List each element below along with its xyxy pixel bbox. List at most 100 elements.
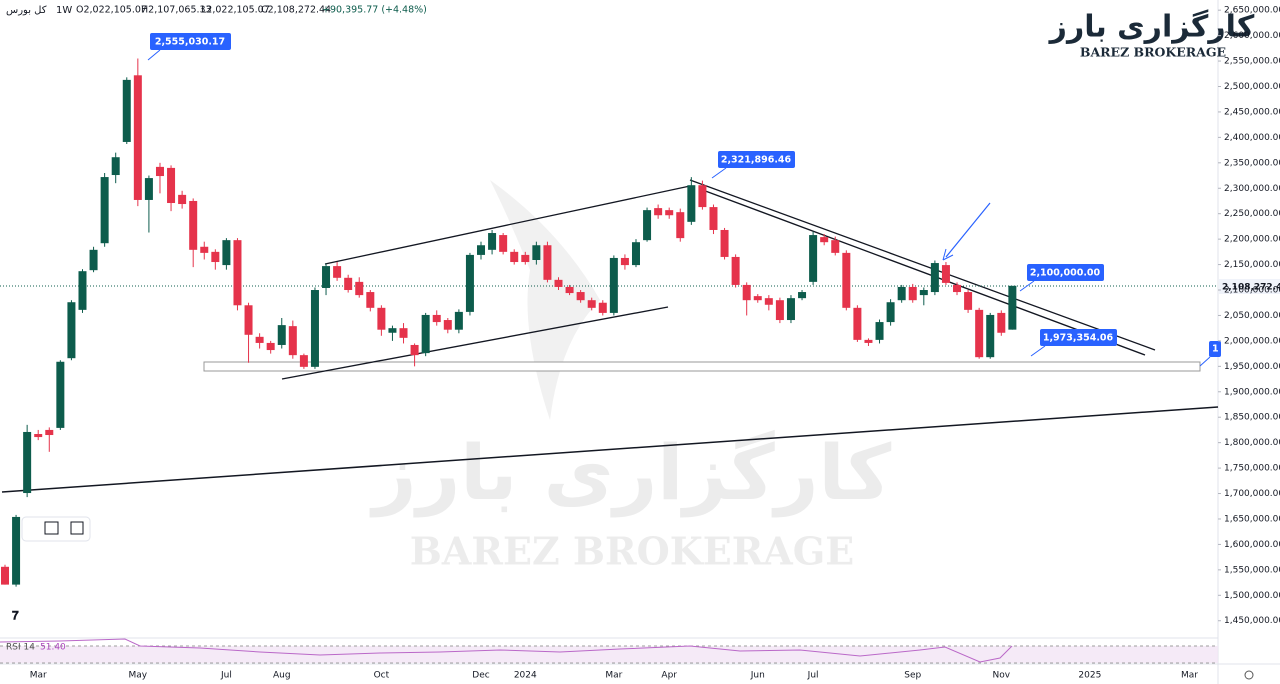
candle-body [786, 298, 795, 321]
candle-body [809, 235, 818, 282]
candle-body [477, 245, 486, 255]
price-label-box [1219, 279, 1280, 294]
candle-body [189, 200, 198, 250]
y-tick-label: 2,650,000.00 [1224, 6, 1280, 16]
candle-body [842, 252, 851, 308]
annotation: 1 [1212, 344, 1219, 355]
candle-body [908, 286, 917, 301]
candle-body [255, 336, 264, 343]
candle-body [897, 286, 906, 301]
candle-body [144, 178, 153, 200]
x-tick-label: Oct [374, 671, 390, 681]
candle-body [709, 207, 718, 230]
candle-body [454, 311, 463, 330]
candle-body [465, 254, 474, 312]
x-tick-label: Sep [904, 671, 921, 681]
candle-body [919, 290, 928, 296]
candle-body [532, 245, 541, 260]
rect-tool[interactable] [70, 521, 84, 535]
candle-body [720, 229, 729, 257]
candle-body [886, 302, 895, 323]
annotation-pointer [711, 167, 727, 179]
candle-body [366, 292, 375, 308]
candle-body [211, 251, 220, 263]
candle-body [89, 249, 98, 271]
channel-upper [324, 185, 691, 265]
annotation-pointer [147, 49, 161, 61]
settings-icon[interactable] [1244, 670, 1254, 680]
annotation-pointer [1199, 356, 1211, 367]
rsi-line [0, 638, 1013, 663]
annotation-box [718, 151, 795, 168]
ohlc: C2,108,272.44 [261, 5, 331, 16]
y-tick-label: 1,450,000.00 [1224, 616, 1280, 626]
candle-body [178, 194, 187, 205]
candle-body [742, 284, 751, 301]
watermark-latin: BAREZ BROKERAGE [410, 529, 854, 574]
candle-body [864, 339, 873, 343]
candle-body [831, 240, 840, 253]
candle-body [665, 210, 674, 216]
candle-body [631, 242, 640, 266]
x-tick-label: Mar [30, 671, 47, 681]
x-tick-label: Apr [661, 671, 677, 681]
candle-body [67, 302, 76, 359]
candle-body [543, 245, 552, 280]
candle-body [576, 292, 585, 301]
y-tick-label: 1,950,000.00 [1224, 362, 1280, 372]
candle-body [222, 240, 231, 266]
x-tick-label: Dec [472, 671, 489, 681]
y-tick-label: 2,050,000.00 [1224, 311, 1280, 321]
candle-body [620, 257, 629, 266]
candle-body [587, 300, 596, 308]
candle-body [953, 284, 962, 293]
candle-body [1, 566, 9, 585]
x-tick-label: Mar [1181, 671, 1198, 681]
y-tick-label: 2,200,000.00 [1224, 235, 1280, 245]
candle-body [499, 235, 508, 252]
note-tool[interactable] [44, 521, 59, 535]
y-tick-label: 2,250,000.00 [1224, 209, 1280, 219]
y-tick-label: 1,800,000.00 [1224, 438, 1280, 448]
x-tick-label: Mar [605, 671, 622, 681]
tv-logo: 𝟕 [12, 609, 19, 623]
candle-body [155, 166, 164, 177]
candle-body [233, 240, 242, 306]
candle-body [377, 307, 386, 330]
annotation-pointer [1030, 345, 1046, 357]
candle-body [111, 157, 120, 176]
candle-body [133, 75, 142, 200]
candle-body [310, 290, 319, 367]
candle-body [687, 185, 696, 222]
candle-body [288, 326, 297, 356]
candle-body [941, 265, 950, 283]
y-tick-label: 2,400,000.00 [1224, 133, 1280, 143]
y-tick-label: 2,150,000.00 [1224, 260, 1280, 270]
x-tick-label: 2024 [514, 671, 537, 681]
interval: 1W [56, 5, 72, 16]
y-tick-label: 2,450,000.00 [1224, 107, 1280, 117]
y-tick-label: 1,750,000.00 [1224, 464, 1280, 474]
y-tick-label: 1,900,000.00 [1224, 387, 1280, 397]
y-tick-label: 2,550,000.00 [1224, 57, 1280, 67]
rsi-band [0, 646, 1218, 663]
candle-body [598, 302, 607, 313]
candle-body [676, 212, 685, 239]
downtrend-line [699, 188, 1146, 356]
watermark-shape [490, 180, 600, 420]
y-tick-label: 2,100,000.00 [1224, 286, 1280, 296]
candle-body [78, 271, 87, 310]
y-tick-label: 1,500,000.00 [1224, 591, 1280, 601]
candle-body [100, 177, 109, 244]
x-tick-label: Jul [220, 671, 232, 681]
candle-body [200, 246, 209, 253]
y-tick-label: 1,550,000.00 [1224, 565, 1280, 575]
ohlc: L2,022,105.07 [201, 5, 270, 16]
candle-body [986, 314, 995, 358]
annotation: 1,973,354.06 [1043, 333, 1114, 344]
candle-body [432, 314, 441, 323]
candle-body [410, 344, 419, 356]
candle-body [277, 325, 286, 345]
candle-body [1008, 285, 1017, 330]
